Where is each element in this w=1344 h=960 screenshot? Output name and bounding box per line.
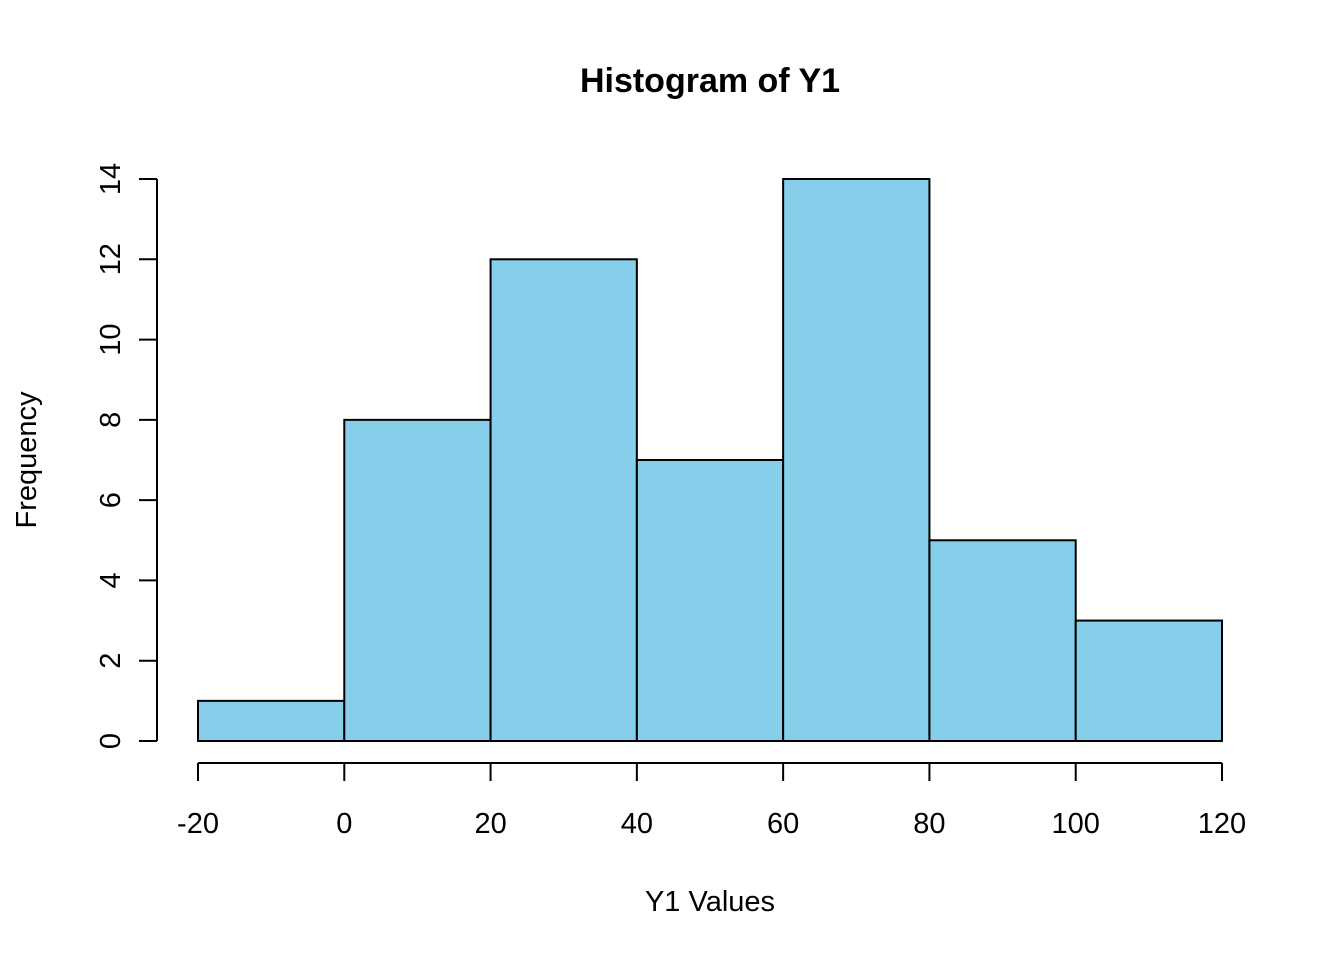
x-tick-label: 20	[474, 808, 506, 840]
x-tick-label: 120	[1198, 808, 1246, 840]
x-axis: -20 0 20 40 60 80 100 120	[177, 762, 1246, 840]
y-tick-label: 12	[95, 243, 127, 275]
y-tick-label: 14	[95, 163, 127, 195]
x-tick-label: 60	[767, 808, 799, 840]
histogram-bar-3	[635, 459, 785, 742]
x-tick-label: 80	[913, 808, 945, 840]
histogram-bar-5	[928, 539, 1077, 742]
histogram-bar-4	[782, 178, 931, 742]
y-tick-label: 2	[95, 653, 127, 669]
x-axis-label: Y1 Values	[645, 886, 775, 918]
x-tick-label: 40	[621, 808, 653, 840]
y-tick-label: 6	[95, 492, 127, 508]
histogram-bar-6	[1074, 619, 1223, 742]
histogram-bar-0	[197, 699, 346, 742]
x-tick-label: 100	[1052, 808, 1100, 840]
x-tick-label: -20	[177, 808, 219, 840]
chart-title: Histogram of Y1	[580, 62, 840, 100]
histogram-bar-2	[489, 258, 638, 742]
y-axis: 0 2 4 6 8 10 12 14	[95, 163, 158, 749]
y-tick-label: 8	[95, 412, 127, 428]
x-tick-label: 0	[336, 808, 352, 840]
bars-group	[197, 178, 1223, 742]
y-axis-label: Frequency	[11, 391, 43, 529]
y-tick-label: 10	[95, 323, 127, 355]
histogram-bar-1	[343, 418, 492, 742]
y-tick-label: 0	[95, 733, 127, 749]
y-tick-label: 4	[95, 572, 127, 588]
